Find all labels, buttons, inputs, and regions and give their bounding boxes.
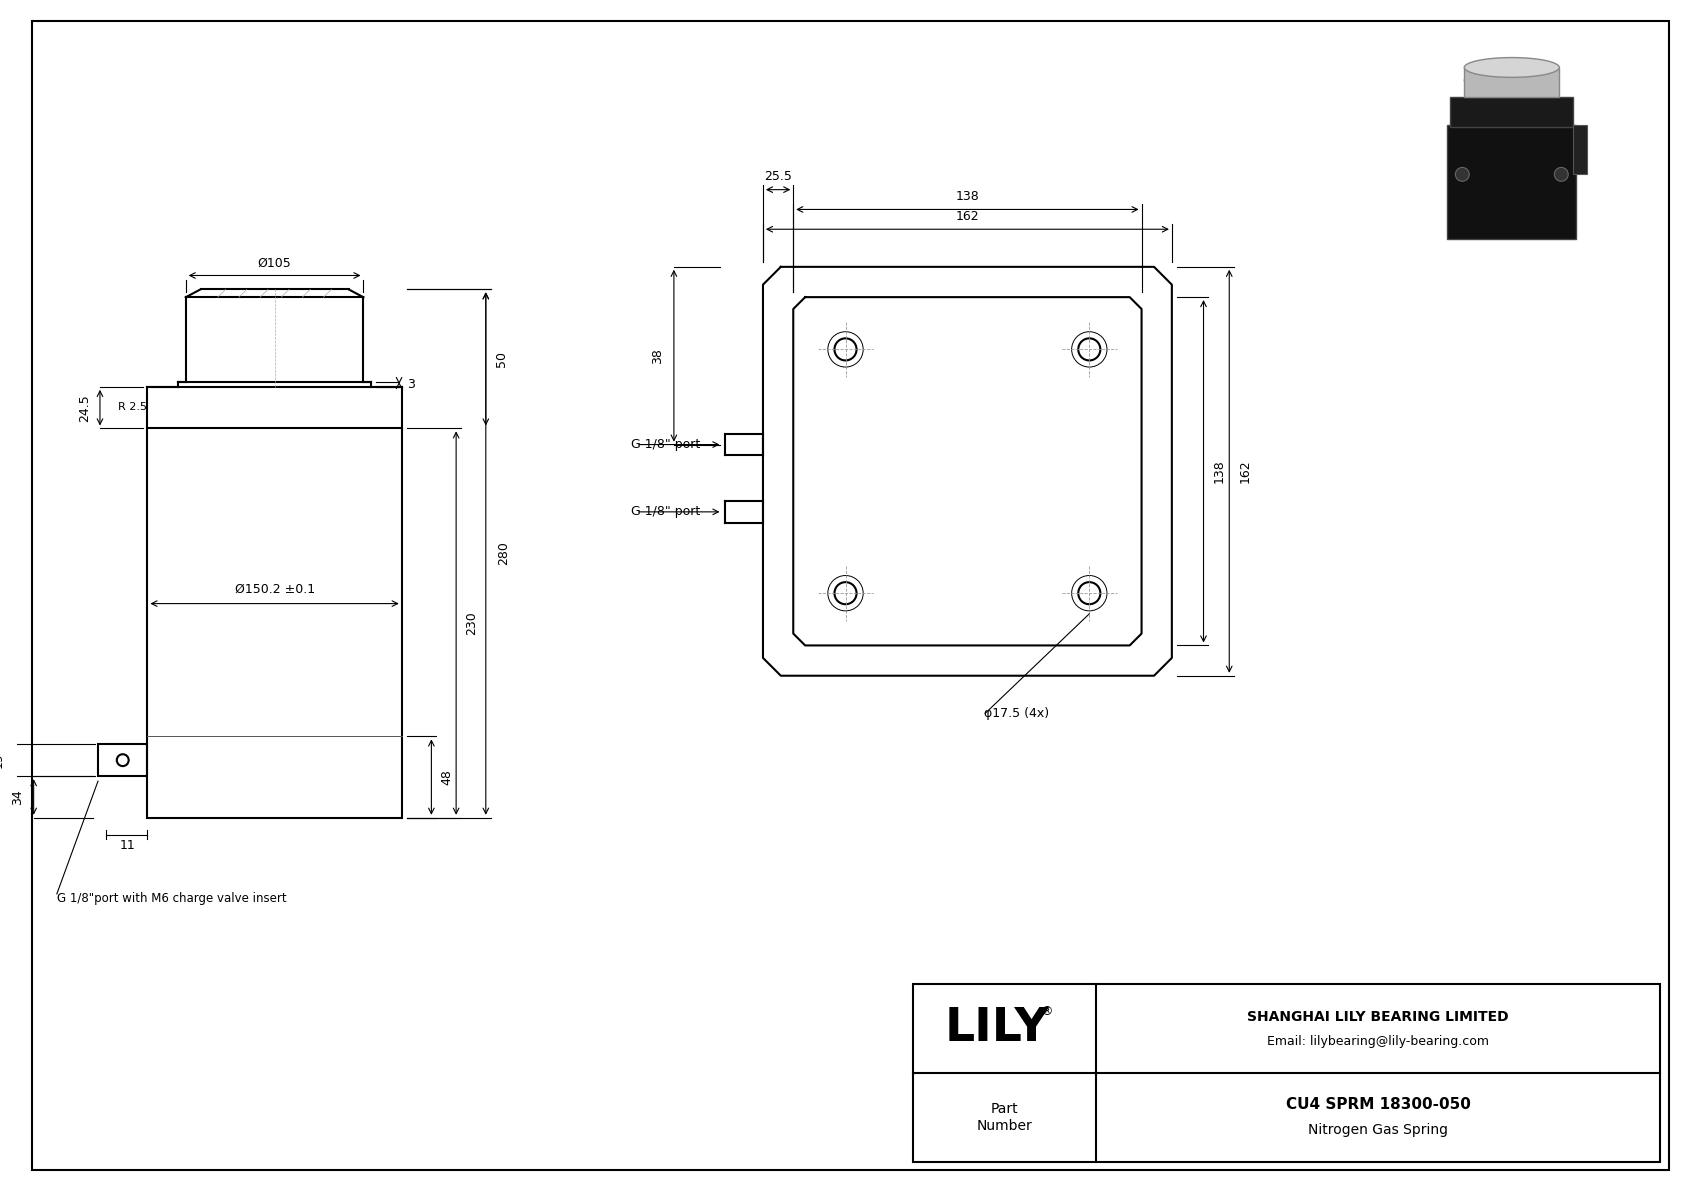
Text: G 1/8" port: G 1/8" port — [632, 505, 701, 518]
Text: Ø105: Ø105 — [258, 257, 291, 270]
Bar — [913, 984, 1660, 1162]
Text: ®: ® — [1039, 1005, 1052, 1018]
Text: 3: 3 — [408, 378, 414, 391]
Bar — [1448, 125, 1576, 238]
Text: 24.5: 24.5 — [77, 394, 91, 422]
Circle shape — [1455, 168, 1468, 181]
Text: 162: 162 — [1239, 460, 1251, 484]
Bar — [1465, 68, 1559, 98]
Text: φ17.5 (4x): φ17.5 (4x) — [985, 706, 1049, 719]
Text: LILY: LILY — [945, 1006, 1049, 1050]
Text: 138: 138 — [1212, 460, 1226, 484]
Bar — [1450, 98, 1573, 127]
Ellipse shape — [1465, 70, 1559, 91]
Text: Email: lilybearing@lily-bearing.com: Email: lilybearing@lily-bearing.com — [1266, 1035, 1489, 1048]
Text: G 1/8" port: G 1/8" port — [632, 438, 701, 451]
Text: Nitrogen Gas Spring: Nitrogen Gas Spring — [1308, 1123, 1448, 1137]
Text: 230: 230 — [465, 611, 478, 635]
Text: 162: 162 — [955, 210, 978, 223]
Text: 280: 280 — [497, 542, 510, 566]
Text: 50: 50 — [495, 351, 509, 367]
Text: 19: 19 — [0, 753, 5, 768]
Circle shape — [1554, 168, 1568, 181]
Text: G 1/8"port with M6 charge valve insert: G 1/8"port with M6 charge valve insert — [57, 892, 286, 905]
Text: Ø150.2 ±0.1: Ø150.2 ±0.1 — [234, 584, 315, 597]
Text: R 2.5: R 2.5 — [118, 401, 147, 412]
Text: 11: 11 — [120, 838, 135, 852]
Ellipse shape — [1465, 57, 1559, 77]
Text: 48: 48 — [441, 769, 453, 785]
Bar — [98, 744, 148, 777]
Text: 138: 138 — [955, 191, 980, 204]
Text: 38: 38 — [652, 348, 665, 363]
Bar — [1573, 125, 1586, 174]
Text: CU4 SPRM 18300-050: CU4 SPRM 18300-050 — [1285, 1097, 1470, 1112]
Text: SHANGHAI LILY BEARING LIMITED: SHANGHAI LILY BEARING LIMITED — [1248, 1010, 1509, 1023]
Text: Part
Number: Part Number — [977, 1103, 1032, 1133]
Text: 34: 34 — [12, 790, 24, 805]
Bar — [148, 429, 402, 818]
Text: 25.5: 25.5 — [765, 170, 791, 183]
